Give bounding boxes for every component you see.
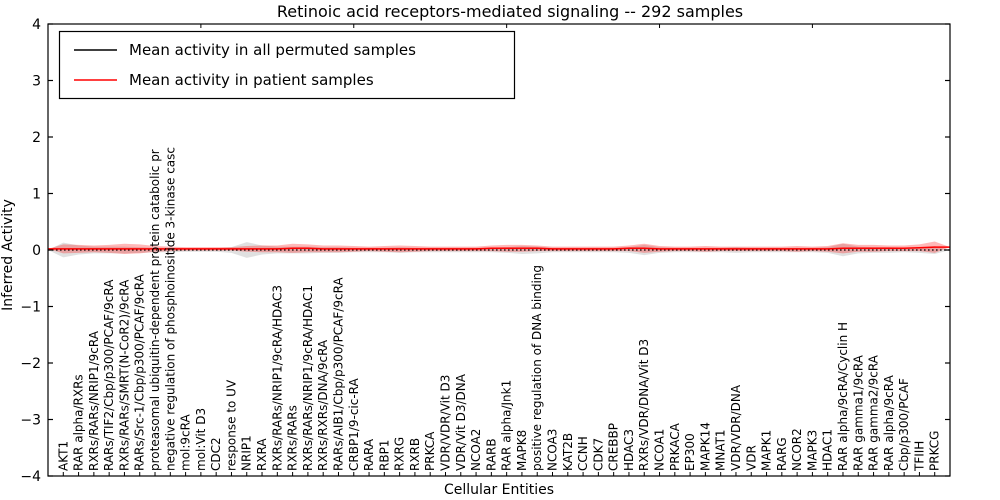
x-tick-label: RXRs/RARs/NRIP1/9cRA/HDAC3: [270, 285, 284, 471]
x-tick-label: PRKACA: [668, 422, 682, 471]
x-tick-label: MAPK8: [515, 430, 529, 471]
x-tick-label: RXRs/RARs/SMRT(N-CoR2)/9cRA: [117, 279, 131, 471]
x-tick-label: PRKCG: [928, 431, 942, 471]
x-tick-label: RAR alpha/RXRs: [72, 374, 86, 471]
x-tick-label: KAT2B: [561, 433, 575, 471]
x-tick-label: RAR gamma2/9cRA: [867, 354, 881, 471]
x-tick-label: NCOA2: [469, 429, 483, 471]
x-tick-label: NRIP1: [240, 435, 254, 471]
y-tick-label: −3: [20, 413, 41, 429]
legend: Mean activity in all permuted samples Me…: [58, 30, 516, 100]
x-tick-label: mol:Vit D3: [194, 408, 208, 471]
x-tick-label: negative regulation of phosphoinositide …: [163, 147, 177, 471]
x-tick-label: MAPK1: [760, 430, 774, 471]
x-tick-label: RARG: [775, 437, 789, 471]
chart-title: Retinoic acid receptors-mediated signali…: [277, 2, 743, 21]
y-tick-label: 0: [32, 243, 41, 259]
y-tick-label: 4: [32, 17, 41, 33]
y-axis-label: Inferred Activity: [0, 199, 16, 311]
y-tick-label: 3: [32, 74, 41, 90]
x-tick-label: NCOA3: [546, 429, 560, 471]
plot-border: [47, 23, 951, 477]
y-tick-label: −1: [20, 300, 41, 316]
x-tick-label: CCNH: [576, 436, 590, 471]
x-tick-label: RXRs/VDR/DNA/Vit D3: [637, 339, 651, 471]
x-tick-label: PRKCA: [423, 431, 437, 471]
x-tick-label: RXRs/RARs/NRIP1/9cRA: [87, 330, 101, 471]
legend-box: [58, 30, 516, 100]
x-tick-label: RARs/AIB1/Cbp/p300/PCAF/9cRA: [331, 277, 345, 471]
x-tick-label: RXRB: [408, 438, 422, 471]
y-tick-label: 1: [32, 187, 41, 203]
x-tick-label: NCOR2: [790, 428, 804, 471]
y-tick-label: −2: [20, 356, 41, 372]
x-tick-label: positive regulation of DNA binding: [530, 265, 544, 471]
x-tick-label: RBP1: [377, 440, 391, 471]
y-tick-label: 2: [32, 130, 41, 146]
x-tick-label: RAR alpha/9cRA/Cyclin H: [836, 322, 850, 471]
x-tick-label: HDAC1: [821, 429, 835, 471]
x-tick-label: RAR alpha/9cRA: [882, 374, 896, 471]
x-tick-label: RARA: [362, 438, 376, 471]
x-tick-label: response to UV: [224, 379, 238, 471]
x-tick-label: RXRG: [393, 437, 407, 471]
x-tick-label: VDR/VDR/Vit D3: [438, 375, 452, 471]
x-tick-label: VDR/Vit D3/DNA: [454, 373, 468, 471]
permuted-std-band: [48, 242, 950, 258]
x-tick-label: proteasomal ubiquitin-dependent protein …: [148, 149, 162, 471]
x-tick-label: MAPK14: [698, 422, 712, 471]
x-tick-label: RARs/Src-1/Cbp/p300/PCAF/9cRA: [133, 273, 147, 471]
x-tick-label: VDR/VDR/DNA: [729, 384, 743, 471]
y-tick-label: −4: [20, 469, 41, 485]
x-tick-label: CDK7: [591, 438, 605, 471]
x-tick-label: CRBP1/9-cic-RA: [347, 377, 361, 471]
x-tick-label: RARs/TIF2/Cbp/p300/PCAF/9cRA: [102, 279, 116, 471]
x-tick-label: HDAC3: [622, 429, 636, 471]
x-tick-label: MAPK3: [805, 430, 819, 471]
x-tick-label: EP300: [683, 433, 697, 471]
x-tick-label: RXRA: [255, 438, 269, 471]
x-tick-label: mol:9cRA: [179, 414, 193, 471]
legend-label-patient: Mean activity in patient samples: [129, 71, 374, 89]
x-tick-label: Cbp/p300/PCAF: [897, 378, 911, 471]
legend-label-permuted: Mean activity in all permuted samples: [129, 41, 416, 59]
x-tick-label: CDC2: [209, 437, 223, 471]
x-tick-label: VDR: [744, 445, 758, 471]
x-tick-label: MNAT1: [714, 429, 728, 471]
x-tick-label: CREBBP: [607, 423, 621, 471]
x-axis-label: Cellular Entities: [444, 482, 554, 498]
x-tick-label: NCOA1: [653, 429, 667, 471]
x-tick-label: AKT1: [56, 441, 70, 471]
patient-mean-line: [48, 246, 950, 250]
x-tick-label: RAR gamma1/9cRA: [851, 354, 865, 471]
x-tick-label: RXRs/RARs: [286, 405, 300, 471]
x-tick-label: RXRs/RARs/NRIP1/9cRA/HDAC1: [301, 285, 315, 471]
x-tick-label: TFIIH: [912, 441, 926, 472]
x-tick-label: RARB: [484, 438, 498, 471]
x-tick-label: RAR alpha/Jnk1: [500, 380, 514, 471]
x-tick-label: RXRs/RXRs/DNA/9cRA: [316, 339, 330, 471]
